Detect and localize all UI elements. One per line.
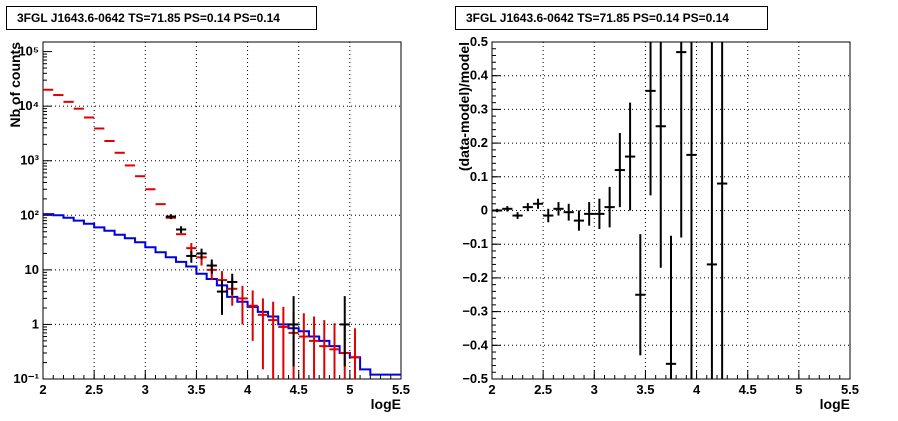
counts-panel: 2 2.5 3 3.5 4 4.5 5 5.5 10⁻¹ 1 10 10² 10³ 10⁴ 10⁵ logE N… (6, 6, 410, 412)
residuals-chart: 2 2.5 3 3.5 4 4.5 5 5.5 −0.5 −0.4 −0.3 −0.2 −0.1 0 0.1… (456, 34, 859, 412)
y-tick-label: 0.1 (470, 169, 488, 184)
y-tick-label: −0.5 (462, 371, 488, 386)
chart-title: 3FGL J1643.6-0642 TS=71.85 PS=0.14 PS=0.… (6, 6, 317, 30)
y-tick-label: 0.5 (470, 34, 488, 49)
counts-chart: 2 2.5 3 3.5 4 4.5 5 5.5 10⁻¹ 1 10 10² 10³ 10⁴ 10⁵ logE N… (7, 41, 410, 412)
x-axis-title: logE (371, 396, 401, 412)
x-tick-label: 5.5 (841, 382, 859, 397)
y-tick-label: −0.2 (462, 270, 488, 285)
y-axis-title: (data-model)/model (456, 42, 472, 171)
x-tick-label: 3.5 (187, 382, 205, 397)
x-tick-label: 5 (346, 382, 353, 397)
x-tick-label: 2 (488, 382, 495, 397)
x-tick-label: 3.5 (636, 382, 654, 397)
y-tick-label: −0.4 (462, 337, 488, 352)
y-tick-label: 10⁻¹ (13, 371, 39, 386)
x-tick-label: 2.5 (534, 382, 552, 397)
x-tick-label: 4.5 (739, 382, 757, 397)
x-tick-label: 5.5 (392, 382, 410, 397)
x-tick-label: 2 (39, 382, 46, 397)
y-axis-title: Nb of counts (7, 42, 23, 128)
y-tick-label: 10⁴ (18, 98, 39, 113)
y-tick-label: 10 (25, 262, 39, 277)
y-tick-label: 10² (20, 207, 39, 222)
plot-frame (42, 41, 402, 380)
y-tick-label: −0.3 (462, 304, 488, 319)
y-tick-label: 0.2 (470, 135, 488, 150)
y-tick-label: −0.1 (462, 236, 488, 251)
x-tick-label: 3 (591, 382, 598, 397)
y-tick-label: 0 (481, 203, 488, 218)
y-tick-label: 10⁵ (18, 44, 39, 59)
x-tick-label: 4 (693, 382, 701, 397)
y-tick-label: 0.4 (470, 68, 489, 83)
x-tick-label: 5 (795, 382, 802, 397)
x-tick-label: 4.5 (290, 382, 308, 397)
x-axis-title: logE (820, 396, 850, 412)
x-tick-label: 2.5 (85, 382, 103, 397)
y-tick-label: 10³ (20, 153, 39, 168)
x-tick-label: 3 (142, 382, 149, 397)
residuals-panel: 2 2.5 3 3.5 4 4.5 5 5.5 −0.5 −0.4 −0.3 −0.2 −0.1 0 0.1… (449, 0, 898, 421)
x-tick-label: 4 (244, 382, 252, 397)
y-tick-label: 0.3 (470, 101, 488, 116)
chart-title: 3FGL J1643.6-0642 TS=71.85 PS=0.14 PS=0.… (455, 6, 768, 30)
y-tick-label: 1 (32, 316, 39, 331)
